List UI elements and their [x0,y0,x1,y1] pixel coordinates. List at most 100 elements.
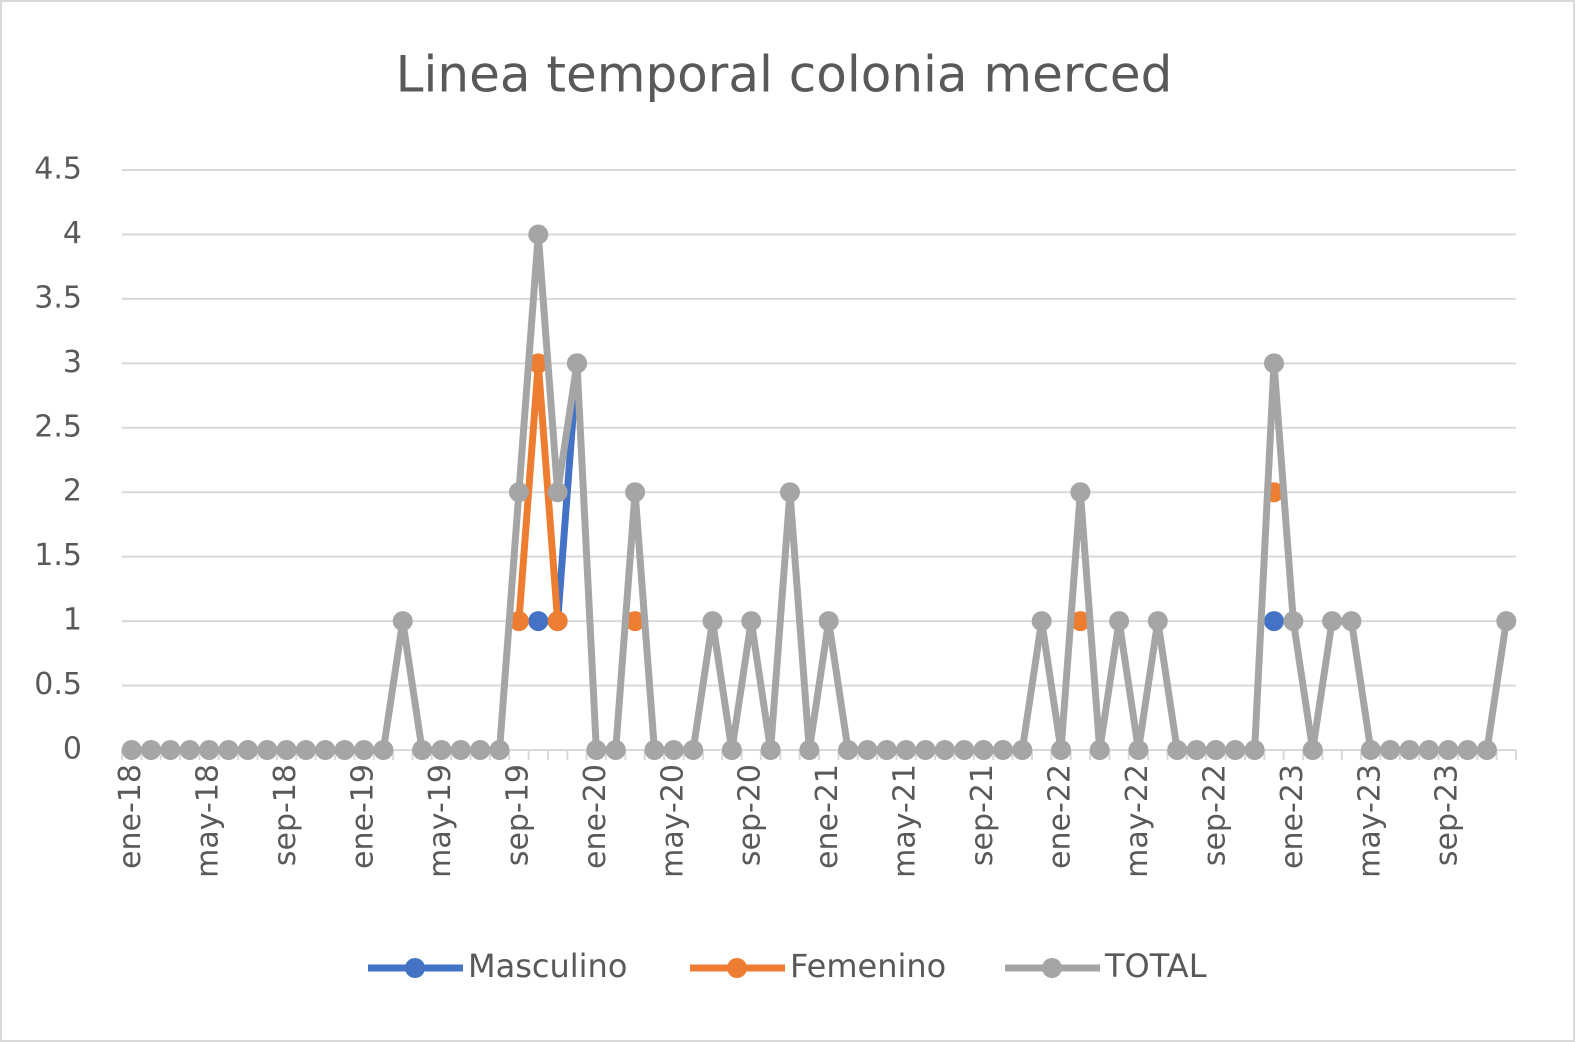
legend-label: Masculino [468,947,627,985]
marker [896,740,917,760]
marker [412,740,433,760]
x-tick-label: sep-19 [500,764,535,866]
x-tick-label: ene-19 [346,764,381,869]
marker [818,611,839,632]
marker [644,740,665,760]
marker [315,740,336,760]
marker [295,740,316,760]
marker [141,740,162,760]
marker [1263,353,1284,374]
legend-marker [405,958,425,978]
marker [721,740,742,760]
x-tick-label: ene-23 [1275,764,1310,869]
marker [547,482,568,503]
chart-title: Linea temporal colonia merced [396,46,1173,104]
marker [625,482,646,503]
x-tick-label: sep-20 [733,764,768,866]
legend-label: Femenino [790,947,946,985]
marker [838,740,859,760]
marker [450,740,471,760]
marker [1070,611,1091,632]
marker [489,740,510,760]
marker [1283,611,1304,632]
marker [876,740,897,760]
marker [934,740,955,760]
marker [1109,611,1130,632]
x-tick-label: may-19 [423,764,458,878]
x-tick-label: sep-18 [268,764,303,866]
marker [992,740,1013,760]
marker [179,740,200,760]
marker [508,482,529,503]
marker [779,482,800,503]
marker [1360,740,1381,760]
marker [276,740,297,760]
marker [1147,611,1168,632]
marker [237,740,258,760]
marker [741,611,762,632]
marker [392,611,413,632]
marker [973,740,994,760]
marker [1263,611,1284,632]
marker [1438,740,1459,760]
marker [508,611,529,632]
marker [760,740,781,760]
marker [1380,740,1401,760]
marker [470,740,491,760]
x-tick-label: ene-20 [578,764,613,869]
marker [334,740,355,760]
marker [1128,740,1149,760]
marker [1399,740,1420,760]
marker [1012,740,1033,760]
y-tick-label: 3 [63,345,82,380]
x-tick-label: may-22 [1120,764,1155,878]
marker [663,740,684,760]
marker [199,740,220,760]
marker [1051,740,1072,760]
marker [1496,611,1517,632]
y-tick-label: 1.5 [34,538,82,573]
marker [1205,740,1226,760]
marker [857,740,878,760]
y-tick-label: 2.5 [34,409,82,444]
marker [1244,740,1265,760]
marker [218,740,239,760]
x-tick-label: ene-21 [810,764,845,869]
marker [1186,740,1207,760]
x-tick-label: may-18 [191,764,226,878]
marker [1476,740,1497,760]
marker [683,740,704,760]
x-tick-label: ene-22 [1043,764,1078,869]
marker [915,740,936,760]
marker [1089,740,1110,760]
x-tick-label: sep-21 [965,764,1000,866]
marker [354,740,375,760]
marker [1167,740,1188,760]
x-tick-label: sep-23 [1430,764,1465,866]
marker [547,611,568,632]
x-tick-label: may-20 [655,764,690,878]
marker [1341,611,1362,632]
legend-marker [727,958,747,978]
marker [1418,740,1439,760]
marker [586,740,607,760]
y-tick-label: 0 [63,732,82,767]
marker [605,740,626,760]
marker [528,224,549,245]
marker [528,353,549,374]
marker [1070,482,1091,503]
marker [528,611,549,632]
marker [702,611,723,632]
marker [1457,740,1478,760]
y-tick-label: 3.5 [34,280,82,315]
marker [1302,740,1323,760]
marker [431,740,452,760]
marker [373,740,394,760]
marker [160,740,181,760]
legend-marker [1042,958,1062,978]
marker [799,740,820,760]
legend-label: TOTAL [1104,947,1207,985]
y-tick-label: 4 [63,216,82,251]
marker [1225,740,1246,760]
